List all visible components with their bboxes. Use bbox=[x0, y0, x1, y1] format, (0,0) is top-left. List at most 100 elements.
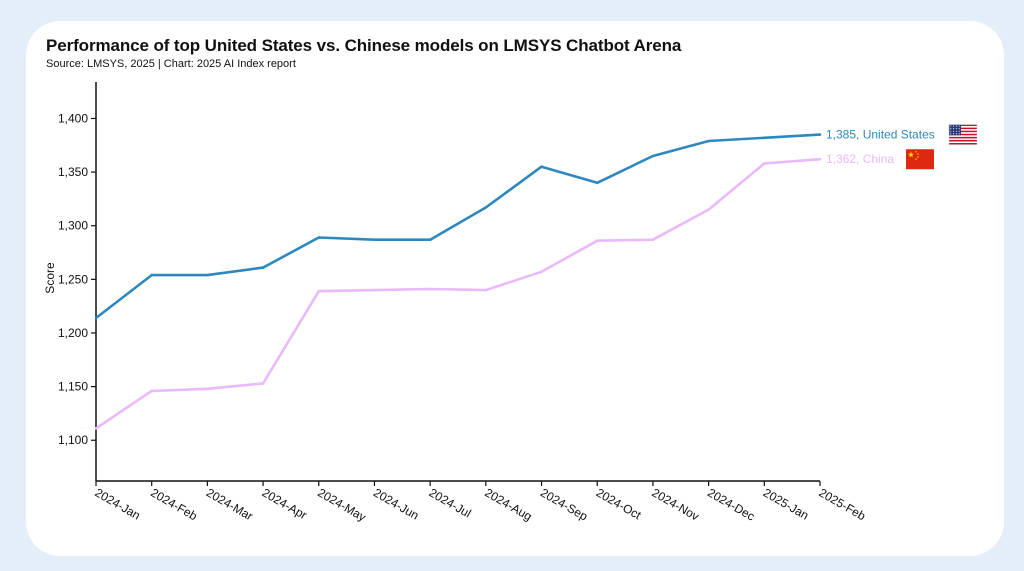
china-flag-icon bbox=[906, 149, 934, 170]
flag-stripe bbox=[949, 130, 977, 133]
flag-star bbox=[917, 155, 920, 159]
data-point bbox=[763, 162, 766, 165]
y-tick-label: 1,350 bbox=[58, 165, 88, 179]
data-point bbox=[651, 154, 655, 158]
data-point bbox=[373, 288, 376, 292]
x-tick-label: 2024-Jul bbox=[427, 485, 474, 520]
flag-stripe bbox=[949, 136, 977, 139]
data-point bbox=[818, 133, 822, 136]
x-tick-label: 2024-Jun bbox=[371, 485, 421, 522]
flag-star bbox=[950, 133, 952, 135]
y-tick-label: 1,300 bbox=[58, 219, 88, 233]
flag-star bbox=[958, 133, 960, 135]
data-point bbox=[763, 136, 766, 140]
x-tick-label: 2024-Apr bbox=[260, 485, 310, 522]
x-tick-label: 2024-Feb bbox=[148, 485, 200, 523]
data-point bbox=[206, 387, 209, 391]
series-line-united-states bbox=[95, 133, 821, 320]
end-label-united-states: 1,385, United States bbox=[826, 128, 935, 142]
x-tick-label: 2024-Oct bbox=[594, 485, 644, 522]
flag-star bbox=[955, 128, 957, 130]
data-point bbox=[261, 266, 265, 269]
flag-star bbox=[958, 128, 960, 130]
x-tick-label: 2024-Sep bbox=[538, 485, 590, 523]
end-labels: 1,385, United States 1,362, China bbox=[826, 124, 978, 170]
x-tick-label: 2024-Jan bbox=[93, 485, 143, 522]
data-point bbox=[261, 382, 265, 385]
x-tick-label: 2025-Feb bbox=[817, 485, 869, 523]
y-tick-label: 1,400 bbox=[58, 111, 88, 125]
data-point bbox=[651, 238, 655, 241]
flag-star bbox=[955, 130, 957, 132]
x-tick-label: 2024-Aug bbox=[482, 485, 534, 523]
data-point bbox=[540, 165, 543, 169]
x-tick-label: 2024-Mar bbox=[204, 485, 255, 523]
data-point bbox=[150, 273, 153, 277]
x-tick-label: 2025-Jan bbox=[761, 485, 811, 522]
flag-star bbox=[914, 158, 918, 161]
data-point bbox=[484, 288, 488, 292]
flag-stripe bbox=[949, 133, 977, 136]
flag-star bbox=[955, 125, 957, 127]
flag-star bbox=[915, 150, 918, 153]
data-point bbox=[484, 206, 488, 209]
data-point bbox=[317, 236, 321, 239]
data-point bbox=[373, 238, 376, 241]
flag-star bbox=[907, 151, 915, 158]
flag-star bbox=[953, 133, 955, 135]
data-point bbox=[707, 208, 710, 211]
flag-border bbox=[948, 124, 978, 145]
flag-star bbox=[953, 125, 955, 127]
data-point bbox=[150, 389, 153, 393]
y-tick-label: 1,150 bbox=[58, 380, 88, 394]
flag-stripe bbox=[949, 141, 977, 144]
data-point bbox=[317, 289, 321, 293]
flag-star bbox=[950, 125, 952, 127]
flag-canton bbox=[949, 124, 961, 136]
flag-star bbox=[958, 125, 960, 127]
y-tick-label: 1,250 bbox=[58, 272, 88, 286]
series-group bbox=[94, 133, 822, 430]
y-ticks: 1,100 1,150 1,200 1,250 1,300 1,350 1,400 bbox=[58, 111, 96, 447]
data-point bbox=[94, 427, 98, 430]
chart-card bbox=[26, 21, 1004, 556]
flag-star bbox=[953, 128, 955, 130]
flag-stripe bbox=[949, 126, 977, 128]
flag-star bbox=[953, 130, 955, 132]
data-point bbox=[428, 287, 432, 291]
flag-field bbox=[906, 149, 934, 170]
data-point bbox=[595, 181, 599, 185]
y-tick-label: 1,200 bbox=[58, 326, 88, 340]
x-tick-label: 2024-Dec bbox=[705, 485, 757, 523]
data-point bbox=[428, 238, 432, 241]
data-point bbox=[94, 316, 98, 320]
chart-subtitle: Source: LMSYS, 2025 | Chart: 2025 AI Ind… bbox=[46, 58, 296, 70]
flag-stripe bbox=[949, 138, 977, 141]
x-ticks: 2024-Jan 2024-Feb 2024-Mar 2024-Apr 2024-May… bbox=[93, 481, 869, 524]
us-flag-icon bbox=[948, 124, 978, 145]
flag-stripe bbox=[949, 132, 977, 134]
data-point bbox=[818, 157, 822, 161]
flag-stripe bbox=[949, 124, 977, 127]
flag-stripe bbox=[949, 135, 977, 137]
series-line-china bbox=[95, 157, 821, 430]
flag-star bbox=[958, 130, 960, 132]
flag-star bbox=[950, 130, 952, 132]
x-tick-label: 2024-Nov bbox=[649, 485, 701, 523]
end-label-china: 1,362, China bbox=[826, 152, 894, 166]
chart-title: Performance of top United States vs. Chi… bbox=[46, 36, 682, 55]
flag-star bbox=[916, 153, 919, 156]
data-point bbox=[595, 239, 599, 243]
flag-stripe bbox=[949, 127, 977, 130]
data-point bbox=[540, 270, 543, 274]
flag-stripe bbox=[949, 139, 977, 142]
y-axis-label: Score bbox=[43, 262, 57, 294]
flag-stripe bbox=[949, 129, 977, 131]
x-tick-label: 2024-May bbox=[315, 485, 368, 524]
flag-star bbox=[955, 133, 957, 135]
y-tick-label: 1,100 bbox=[58, 433, 88, 447]
flag-stripe bbox=[949, 143, 977, 145]
data-point bbox=[206, 273, 209, 277]
data-point bbox=[707, 139, 710, 143]
